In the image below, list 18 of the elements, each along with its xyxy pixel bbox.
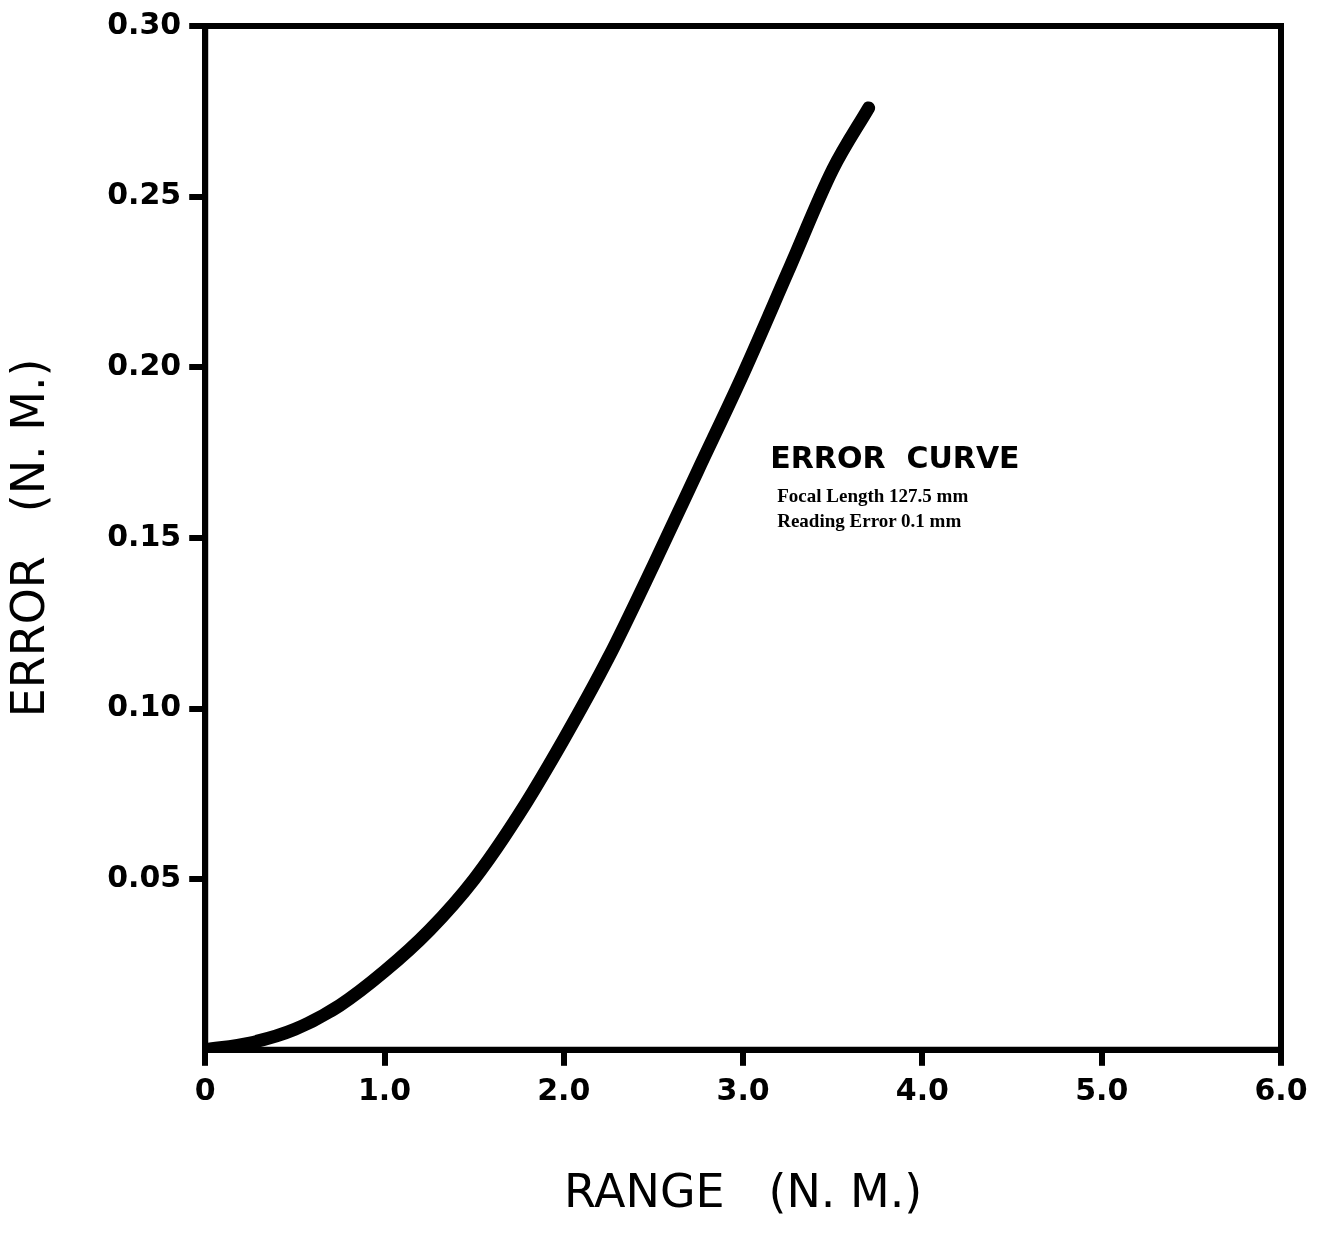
y-tick-label: 0.15 bbox=[107, 517, 182, 553]
annotation: Focal Length 127.5 mm bbox=[777, 485, 969, 506]
x-tick-label: 4.0 bbox=[895, 1071, 949, 1107]
x-tick-label: 6.0 bbox=[1254, 1071, 1308, 1107]
annotation: Reading Error 0.1 mm bbox=[777, 510, 962, 531]
x-tick-label: 5.0 bbox=[1075, 1071, 1129, 1107]
y-tick-label: 0.25 bbox=[107, 176, 182, 212]
y-tick-label: 0.10 bbox=[107, 688, 182, 724]
y-tick-label: 0.05 bbox=[107, 858, 182, 894]
x-tick-label: 3.0 bbox=[716, 1071, 770, 1107]
y-tick-label: 0.20 bbox=[107, 347, 182, 383]
x-tick-label: 1.0 bbox=[357, 1071, 412, 1107]
x-tick-label: 0 bbox=[194, 1071, 216, 1107]
x-axis-title: RANGE (N. M.) bbox=[563, 1164, 923, 1219]
x-tick-label: 2.0 bbox=[537, 1071, 591, 1107]
y-tick-label: 0.30 bbox=[107, 5, 182, 41]
y-axis-title: ERROR (N. M.) bbox=[0, 358, 55, 718]
annotation: ERROR CURVE bbox=[770, 440, 1020, 475]
